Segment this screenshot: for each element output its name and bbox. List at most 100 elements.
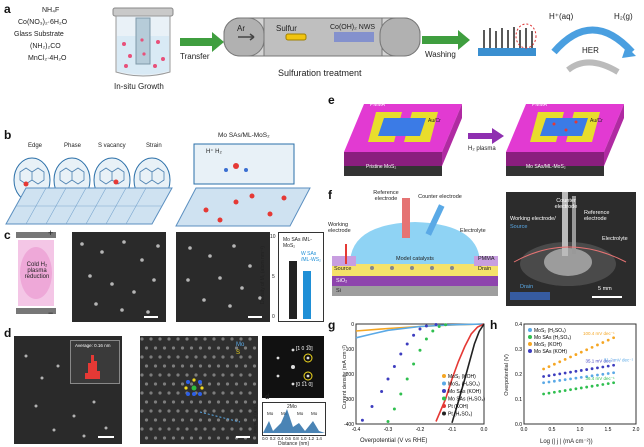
counter-electrode-label: Counter electrode (418, 194, 462, 200)
lattice-atom (140, 337, 144, 341)
lattice-atom (221, 391, 225, 395)
lattice-atom (212, 427, 216, 431)
lattice-atom (144, 346, 149, 350)
slope-label: 51.2 mV dec⁻¹ (604, 358, 634, 363)
lattice-atom (252, 364, 257, 368)
lattice-atom (252, 346, 257, 350)
lattice-atom (203, 427, 207, 431)
profile-xtick: 1.4 (316, 436, 322, 441)
lattice-atom (221, 337, 225, 341)
lattice-atom (176, 427, 180, 431)
panel-label-c: c (4, 228, 11, 242)
photo-drawing (510, 192, 627, 300)
lattice-left (5, 187, 173, 225)
e-right-pmma: PMMA (532, 102, 547, 108)
lattice-atom (167, 409, 171, 413)
slope-label: 35.1 mV dec⁻¹ (585, 358, 615, 363)
inset-strain-label: Strain (146, 143, 162, 149)
legend-marker (442, 381, 446, 386)
x-tick-label: 2.0 (633, 427, 640, 433)
lattice-atom (212, 337, 216, 341)
atomic-lattice (140, 337, 257, 440)
lattice-atom (212, 373, 216, 377)
data-point (601, 341, 605, 344)
data-point (606, 338, 610, 342)
device-pristine (344, 104, 462, 176)
lattice-atom (167, 391, 171, 395)
bar-label-mo: Mo SAs /ML-MoS₂ (283, 237, 312, 249)
lattice-atom (140, 355, 144, 359)
profile-xticks: 0.0 0.2 0.4 0.6 0.8 1.0 1.2 1.4 (262, 436, 322, 441)
haadf-dots-2 (186, 244, 262, 308)
electrochemical-cell (332, 198, 498, 296)
lattice-atom (194, 427, 198, 431)
x-tick-label: -0.1 (448, 427, 457, 433)
lattice-atom (176, 373, 180, 377)
legend-marker (442, 389, 446, 393)
lattice-atom (189, 346, 194, 350)
lattice-atom (248, 427, 252, 431)
plus-electrode-label: + (48, 228, 54, 238)
lattice-atom (149, 373, 153, 377)
legend-marker (528, 342, 532, 346)
data-point (590, 367, 594, 371)
e-left-sio2: SiO₂/Si (370, 178, 387, 184)
lattice-atom (216, 382, 221, 386)
data-point (558, 372, 562, 376)
series-line (355, 323, 485, 339)
model-catalysts-label: Model catalysts (396, 256, 434, 262)
panel-label-g: g (328, 318, 336, 332)
lattice-atom (171, 346, 176, 350)
lattice-atom (140, 373, 144, 377)
data-point (579, 375, 583, 379)
lattice-atom (189, 436, 194, 440)
panel-label-d: d (4, 326, 12, 340)
data-point (563, 378, 567, 382)
lattice-atom (225, 346, 230, 350)
inset-phase-label: Phase (64, 143, 82, 149)
lattice-atom (144, 400, 149, 404)
photo-drain-label: Drain (520, 284, 534, 290)
sio2-label: SiO₂ (336, 278, 348, 284)
panel-label-b: b (4, 128, 12, 142)
lattice-atom (230, 337, 234, 341)
series-line (435, 323, 485, 422)
lattice-atom (180, 364, 185, 368)
inset-s-vacancy-label: S vacancy (98, 143, 126, 149)
data-point (424, 324, 428, 328)
y-tick-label: -200 (344, 372, 354, 378)
sulfur-label: Sulfur (276, 24, 297, 33)
haadf-large-dots (24, 354, 108, 438)
lattice-atom (248, 337, 252, 341)
lattice-atom (194, 337, 198, 341)
data-point (569, 388, 572, 392)
data-point (399, 392, 403, 396)
data-point (405, 342, 409, 346)
data-point (596, 366, 599, 370)
lattice-atom (225, 382, 230, 386)
profile-xtick: 0.4 (277, 436, 284, 441)
data-point (412, 333, 416, 337)
y-tick-label: 0.1 (515, 397, 522, 403)
data-point (552, 373, 556, 377)
data-point (601, 383, 605, 386)
lattice-atom (234, 346, 239, 350)
fft-pattern: [1 0 1̅0] [0 1̅1 0] (262, 336, 324, 398)
scale-bar (248, 316, 262, 318)
data-point (590, 345, 594, 349)
lattice-atom (234, 382, 239, 386)
data-point (386, 420, 390, 423)
lattice-atom (140, 391, 144, 395)
haadf-dots-1 (80, 240, 160, 314)
lattice-atom (198, 436, 203, 440)
lattice-atom (149, 355, 153, 359)
legend-s: S (236, 350, 241, 356)
lattice-atom (176, 337, 180, 341)
lattice-atom (140, 427, 144, 431)
g-xlabel: Overpotential (V vs RHE) (360, 438, 428, 444)
data-point (574, 376, 578, 380)
lattice-atom (203, 337, 207, 341)
lattice-atom (212, 409, 216, 413)
lattice-atom (185, 355, 189, 359)
lattice-atom (167, 337, 171, 341)
